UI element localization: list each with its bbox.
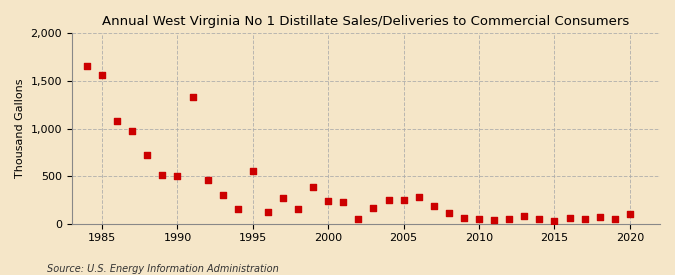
Point bbox=[263, 210, 273, 214]
Point bbox=[519, 214, 530, 218]
Point bbox=[323, 199, 333, 204]
Point bbox=[398, 198, 409, 203]
Point bbox=[308, 185, 319, 189]
Point bbox=[142, 153, 153, 157]
Point bbox=[97, 73, 107, 78]
Y-axis label: Thousand Gallons: Thousand Gallons bbox=[15, 79, 25, 178]
Point bbox=[383, 198, 394, 202]
Point bbox=[82, 64, 92, 68]
Point bbox=[474, 217, 485, 222]
Point bbox=[217, 193, 228, 197]
Point bbox=[277, 196, 288, 200]
Point bbox=[458, 215, 469, 220]
Point bbox=[489, 218, 500, 222]
Point bbox=[429, 204, 439, 208]
Point bbox=[443, 211, 454, 216]
Point bbox=[353, 217, 364, 221]
Point bbox=[368, 206, 379, 210]
Point bbox=[579, 217, 590, 221]
Point bbox=[610, 217, 620, 221]
Point bbox=[157, 173, 168, 177]
Point bbox=[187, 95, 198, 99]
Point bbox=[624, 212, 635, 216]
Point bbox=[504, 216, 514, 221]
Point bbox=[549, 219, 560, 223]
Point bbox=[202, 178, 213, 182]
Point bbox=[112, 119, 123, 123]
Point bbox=[534, 216, 545, 221]
Title: Annual West Virginia No 1 Distillate Sales/Deliveries to Commercial Consumers: Annual West Virginia No 1 Distillate Sal… bbox=[103, 15, 630, 28]
Point bbox=[594, 214, 605, 219]
Point bbox=[413, 195, 424, 199]
Point bbox=[338, 200, 349, 205]
Text: Source: U.S. Energy Information Administration: Source: U.S. Energy Information Administ… bbox=[47, 264, 279, 274]
Point bbox=[248, 169, 259, 174]
Point bbox=[172, 174, 183, 178]
Point bbox=[232, 206, 243, 211]
Point bbox=[293, 207, 304, 211]
Point bbox=[127, 129, 138, 133]
Point bbox=[564, 215, 575, 220]
